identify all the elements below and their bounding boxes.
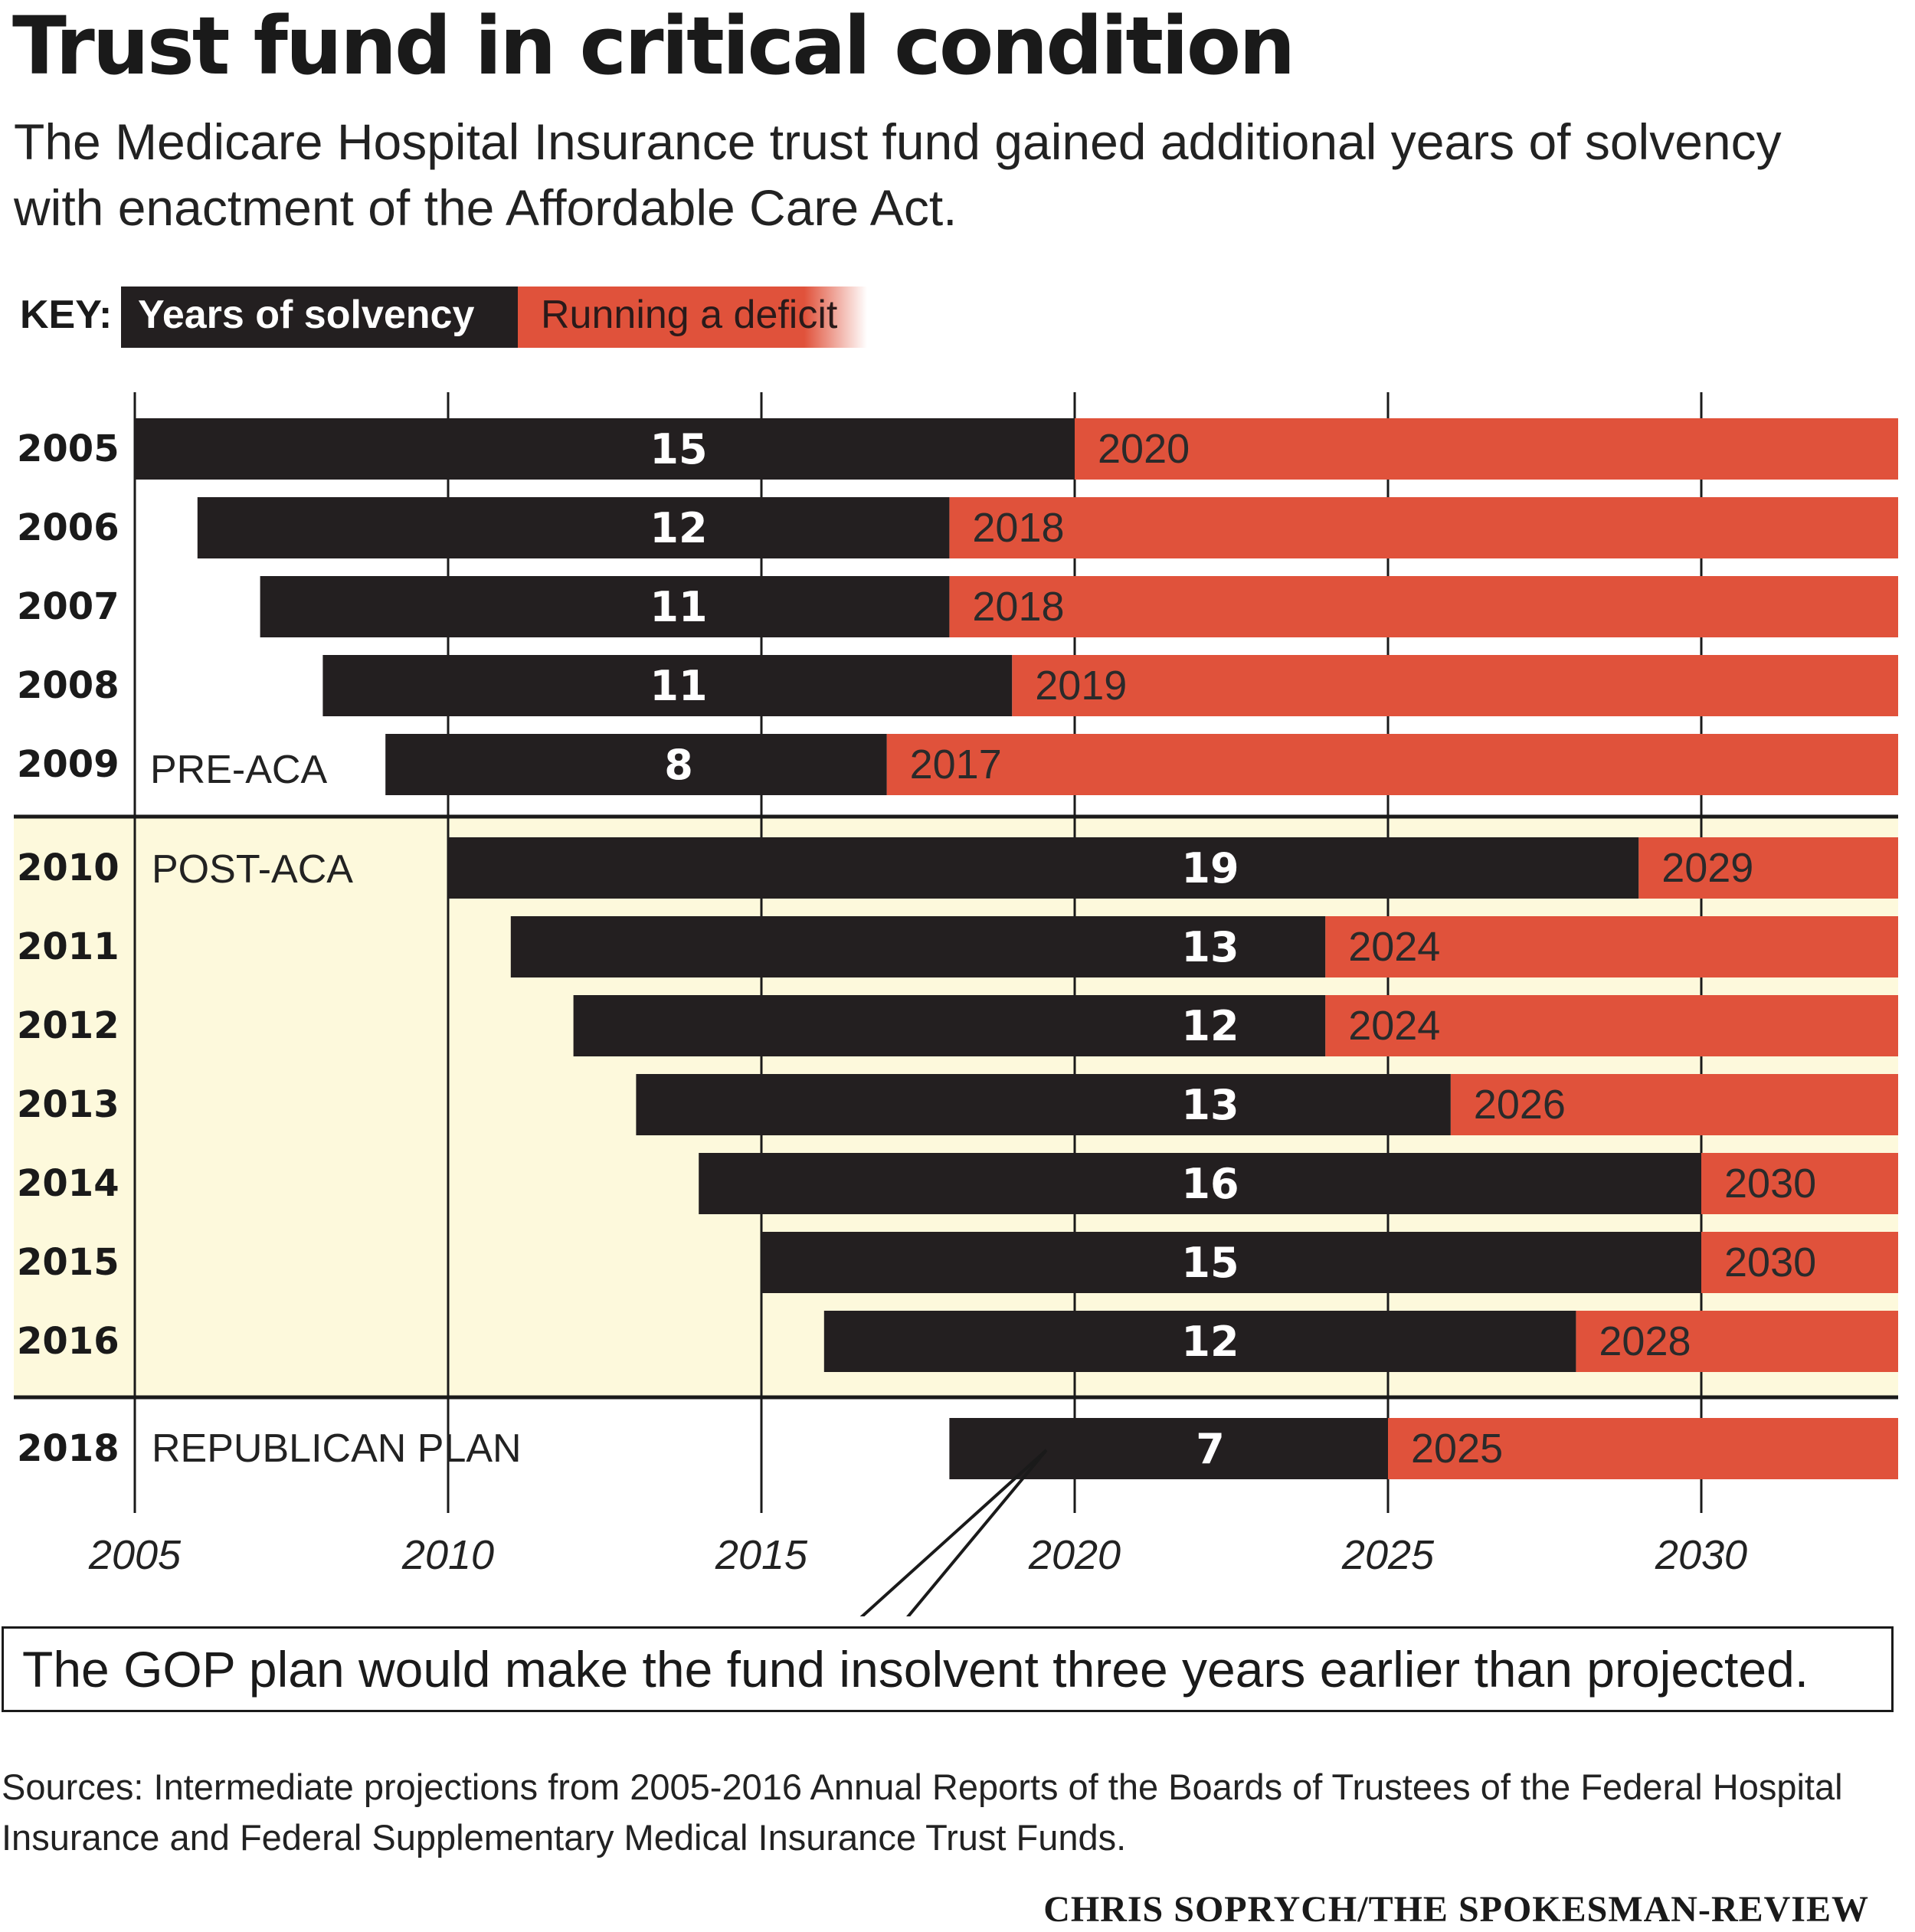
legend-key-label: KEY:	[20, 293, 112, 337]
solvency-bar	[573, 995, 1326, 1056]
report-year-label: 2010	[17, 846, 119, 889]
report-year-label: 2018	[17, 1427, 119, 1470]
bar-value-label: 15	[650, 425, 707, 473]
callout-pointer-left	[859, 1449, 1048, 1616]
report-year-label: 2007	[17, 585, 119, 628]
insolvency-year-label: 2029	[1661, 845, 1753, 891]
row-labels: 2005 2006 2007 2008 2009 2010 2011 2012 2013 2014…	[17, 427, 119, 1470]
solvency-bar	[385, 734, 887, 795]
bar-value-label: 13	[1181, 923, 1239, 971]
deficit-bar	[1450, 1074, 1898, 1135]
report-year-label: 2009	[17, 743, 119, 786]
bar-value-label: 19	[1181, 844, 1239, 892]
report-year-label: 2005	[17, 427, 119, 470]
report-year-label: 2006	[17, 506, 119, 549]
insolvency-year-label: 2018	[972, 505, 1064, 551]
report-year-label: 2008	[17, 664, 119, 707]
solvency-bar	[636, 1074, 1451, 1135]
solvency-bar	[823, 1311, 1576, 1372]
solvency-bar	[949, 1418, 1388, 1479]
deficit-bar	[1012, 655, 1898, 716]
report-year-label: 2013	[17, 1083, 119, 1126]
x-tick-label: 2020	[1028, 1532, 1121, 1578]
solvency-bar	[322, 655, 1013, 716]
deficit-bar	[1075, 418, 1898, 480]
solvency-bar	[510, 916, 1326, 977]
bars: 15 2020 12 2018 11 2018 11 2019 8 2017 19 2029 13 202…	[135, 418, 1898, 1479]
deficit-bar	[949, 497, 1898, 558]
insolvency-year-label: 2028	[1599, 1318, 1691, 1364]
report-year-label: 2016	[17, 1320, 119, 1363]
deficit-bar	[1701, 1232, 1898, 1293]
bar-value-label: 7	[1196, 1425, 1225, 1473]
bar-value-label: 8	[664, 741, 693, 789]
chart-title: Trust fund in critical condition	[12, 0, 1295, 93]
bar-value-label: 11	[650, 662, 707, 710]
solvency-bar	[448, 837, 1639, 899]
deficit-bar	[1638, 837, 1898, 899]
insolvency-year-label: 2024	[1348, 1003, 1440, 1049]
group-label-post-aca: POST-ACA	[152, 847, 353, 892]
deficit-bar	[886, 734, 1898, 795]
x-tick-label: 2010	[401, 1532, 494, 1578]
deficit-bar	[949, 576, 1898, 637]
sources-note: Sources: Intermediate projections from 2…	[2, 1767, 1843, 1858]
report-year-label: 2014	[17, 1162, 119, 1205]
legend-deficit-label: Running a deficit	[541, 293, 838, 337]
callout-pointer-right	[906, 1449, 1048, 1616]
insolvency-year-label: 2019	[1035, 663, 1127, 709]
report-year-label: 2011	[17, 925, 119, 968]
insolvency-year-label: 2030	[1724, 1239, 1816, 1285]
legend-solvency-swatch	[121, 287, 518, 348]
bar-value-label: 12	[1181, 1318, 1239, 1366]
group-label-pre-aca: PRE-ACA	[150, 748, 327, 792]
report-year-label: 2015	[17, 1241, 119, 1284]
x-tick-label: 2025	[1341, 1532, 1435, 1578]
bar-value-label: 13	[1181, 1081, 1239, 1129]
group-label-republican-plan: REPUBLICAN PLAN	[152, 1426, 522, 1471]
x-axis-ticks: 2005 2010 2015 2020 2025 2030	[88, 1532, 1747, 1578]
deficit-bar	[1325, 916, 1898, 977]
insolvency-year-label: 2024	[1348, 924, 1440, 970]
bar-value-label: 15	[1181, 1239, 1239, 1287]
insolvency-year-label: 2026	[1474, 1082, 1566, 1128]
solvency-chart: KEY: Years of solvency Running a deficit…	[14, 287, 1898, 1616]
bar-value-label: 11	[650, 583, 707, 631]
insolvency-year-label: 2030	[1724, 1161, 1816, 1207]
bar-value-label: 16	[1181, 1160, 1239, 1208]
solvency-bar	[135, 418, 1075, 480]
insolvency-year-label: 2018	[972, 584, 1064, 630]
deficit-bar	[1701, 1153, 1898, 1214]
solvency-bar	[260, 576, 950, 637]
solvency-bar	[699, 1153, 1702, 1214]
legend-deficit-swatch	[518, 287, 867, 348]
deficit-bar	[1325, 995, 1898, 1056]
legend: KEY: Years of solvency Running a deficit	[20, 287, 867, 348]
solvency-bar	[761, 1232, 1701, 1293]
deficit-bar	[1388, 1418, 1898, 1479]
chart-subtitle: The Medicare Hospital Insurance trust fu…	[14, 113, 1782, 236]
x-tick-label: 2005	[88, 1532, 182, 1578]
credit-line: CHRIS SOPRYCH/THE SPOKESMAN-REVIEW	[1043, 1889, 1869, 1930]
bar-value-label: 12	[1181, 1002, 1239, 1050]
callout-box: The GOP plan would make the fund insolve…	[2, 1626, 1894, 1712]
legend-solvency-label: Years of solvency	[138, 293, 474, 337]
solvency-bar	[197, 497, 950, 558]
x-tick-label: 2030	[1655, 1532, 1747, 1578]
insolvency-year-label: 2017	[910, 742, 1002, 788]
deficit-bar	[1576, 1311, 1898, 1372]
insolvency-year-label: 2020	[1098, 426, 1190, 472]
insolvency-year-label: 2025	[1411, 1426, 1503, 1472]
bar-value-label: 12	[650, 504, 707, 552]
report-year-label: 2012	[17, 1004, 119, 1047]
x-tick-label: 2015	[715, 1532, 808, 1578]
